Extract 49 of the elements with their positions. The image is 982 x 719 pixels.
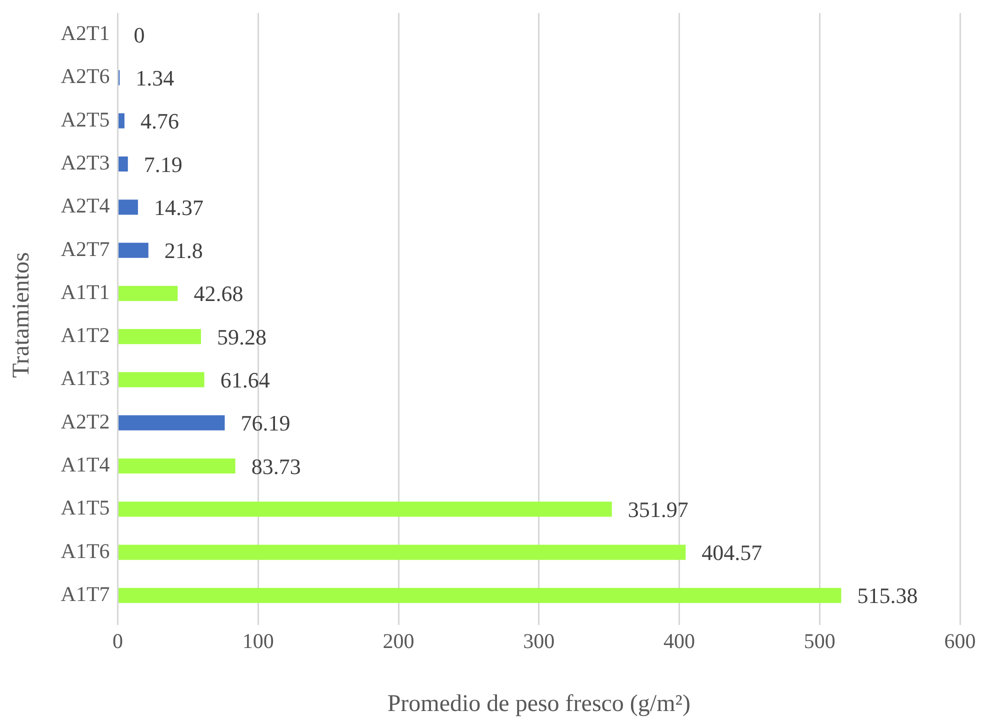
y-tick-label: A2T3 <box>60 150 110 175</box>
x-tick-label: 500 <box>804 629 836 654</box>
data-label: 83.73 <box>251 454 301 479</box>
y-tick-label: A1T5 <box>60 496 110 520</box>
y-tick-label: A1T2 <box>60 323 110 348</box>
bar <box>118 372 204 388</box>
y-tick-label: A1T6 <box>60 538 110 563</box>
x-tick-label: 600 <box>944 629 976 654</box>
bar <box>118 242 148 258</box>
data-label: 515.38 <box>857 583 918 608</box>
y-axis-title: Tratamientos <box>8 252 35 378</box>
bar <box>118 286 178 301</box>
x-tick-label: 100 <box>242 629 274 654</box>
y-tick-label: A2T2 <box>60 409 110 434</box>
data-label: 21.8 <box>164 238 203 264</box>
bar <box>118 329 202 344</box>
bar <box>118 200 138 215</box>
x-tick-label: 400 <box>664 629 696 654</box>
data-label: 76.19 <box>240 410 290 436</box>
bar <box>118 588 842 603</box>
data-label: 404.57 <box>702 540 762 566</box>
data-label: 14.37 <box>154 194 204 220</box>
data-label: 61.64 <box>220 367 270 392</box>
x-tick-label: 0 <box>112 629 124 654</box>
bar <box>118 156 128 172</box>
y-tick-label: A2T4 <box>60 194 110 218</box>
bar <box>118 502 612 517</box>
x-axis-title: Promedio de peso fresco (g/m²) <box>387 690 690 717</box>
bar <box>118 415 225 430</box>
y-tick-label: A1T1 <box>60 280 110 304</box>
x-tick-label: 300 <box>523 629 555 654</box>
data-label: 4.76 <box>140 108 179 134</box>
bar <box>118 544 686 560</box>
data-label: 1.34 <box>136 65 174 90</box>
y-tick-label: A2T5 <box>60 107 110 132</box>
y-tick-label: A1T3 <box>60 366 110 390</box>
data-label: 42.68 <box>194 281 244 306</box>
bar <box>118 113 124 128</box>
y-tick-label: A1T7 <box>60 582 110 606</box>
bar <box>118 458 236 474</box>
data-label: 351.97 <box>628 496 688 522</box>
y-tick-label: A2T6 <box>60 64 110 88</box>
data-label: 7.19 <box>144 152 182 177</box>
y-tick-label: A2T7 <box>60 236 110 261</box>
data-label: 59.28 <box>217 324 267 350</box>
y-tick-label: A1T4 <box>60 452 110 477</box>
x-tick-label: 200 <box>382 629 414 654</box>
data-label: 0 <box>134 22 145 48</box>
y-tick-label: A2T1 <box>60 21 110 46</box>
